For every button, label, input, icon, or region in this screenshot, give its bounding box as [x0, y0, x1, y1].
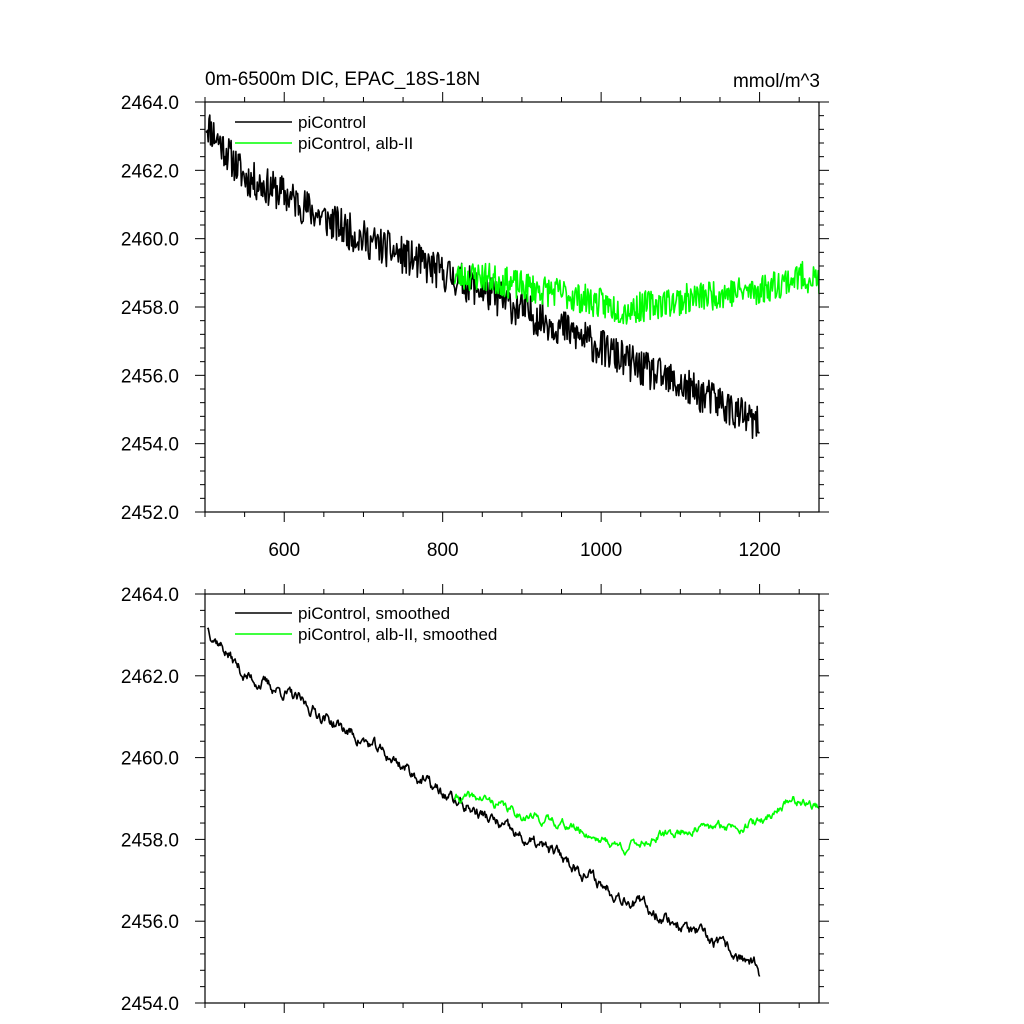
- legend-label-alb-ii: piControl, alb-II: [298, 134, 413, 153]
- legend-label-picontrol-smoothed: piControl, smoothed: [298, 604, 450, 623]
- legend-label-alb-ii-smoothed: piControl, alb-II, smoothed: [298, 625, 497, 644]
- y-tick-label: 2462.0: [121, 667, 179, 688]
- legend-label-picontrol: piControl: [298, 113, 366, 132]
- y-tick-label: 2460.0: [121, 749, 179, 770]
- plot-frame: [204, 101, 820, 513]
- y-tick-label: 2458.0: [121, 298, 179, 319]
- series-layer: [206, 627, 819, 977]
- y-tick-label: 2456.0: [121, 366, 179, 387]
- series-line-2: [453, 260, 819, 325]
- x-tick-label: 600: [268, 540, 300, 561]
- plot-frame: [204, 593, 820, 1004]
- axes-layer: 2454.0 2456.0 2458.0 2460.0 2462.0 2464.0: [121, 584, 829, 1015]
- y-tick-label: 2462.0: [121, 161, 179, 182]
- y-tick-label: 2456.0: [121, 912, 179, 933]
- y-tick-label: 2452.0: [121, 503, 179, 524]
- y-tick-label: 2460.0: [121, 230, 179, 251]
- top-panel: 0m-6500m DIC, EPAC_18S-18N mmol/m^3 600 8…: [121, 69, 829, 561]
- x-tick-label: 800: [427, 540, 459, 561]
- y-tick-label: 2464.0: [121, 93, 179, 114]
- axes-layer: 600 800 1000 1200 2452.0 2454.0 2456.0 2458.0 24…: [121, 92, 829, 561]
- series-layer: [205, 114, 819, 440]
- x-tick-label: 1200: [738, 540, 780, 561]
- legend: piControl, smoothed piControl, alb-II, s…: [235, 604, 497, 644]
- series-line-1: [206, 627, 761, 977]
- panel-title: 0m-6500m DIC, EPAC_18S-18N: [205, 69, 480, 90]
- legend: piControl piControl, alb-II: [235, 113, 413, 153]
- series-line-2: [453, 790, 819, 856]
- y-tick-label: 2458.0: [121, 830, 179, 851]
- x-tick-label: 1000: [580, 540, 622, 561]
- units-label: mmol/m^3: [733, 71, 820, 92]
- series-line-1: [205, 114, 760, 440]
- y-tick-label: 2454.0: [121, 435, 179, 456]
- bottom-panel: 2454.0 2456.0 2458.0 2460.0 2462.0 2464.0 piC…: [121, 584, 829, 1015]
- y-tick-label: 2464.0: [121, 585, 179, 606]
- y-tick-label: 2454.0: [121, 994, 179, 1015]
